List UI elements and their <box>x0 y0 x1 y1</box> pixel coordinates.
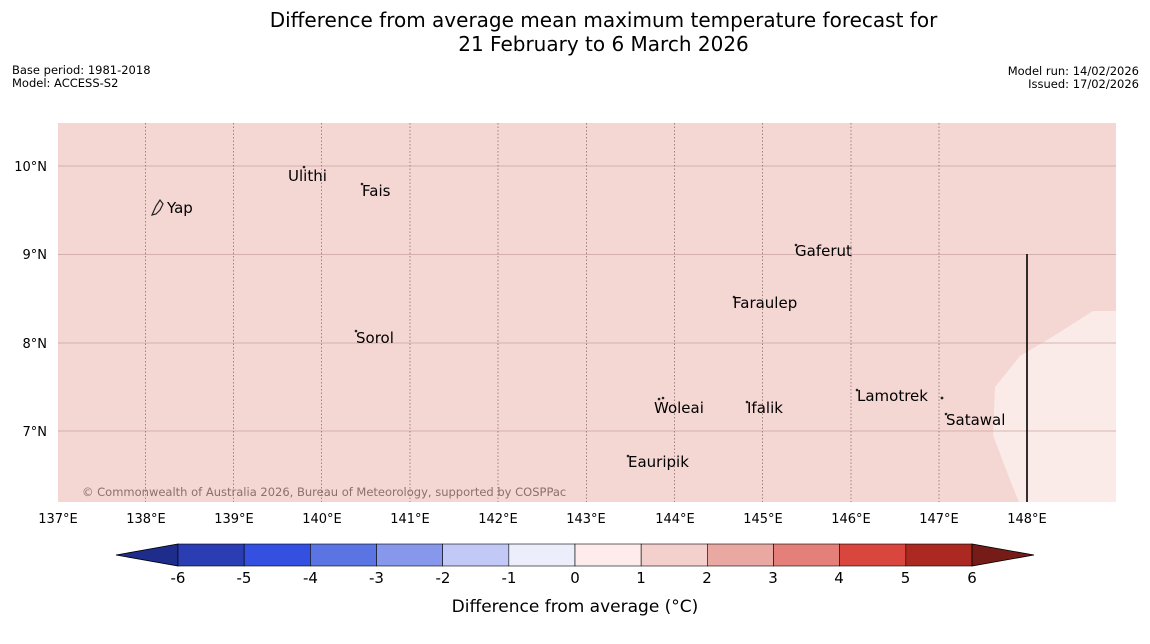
colorbar-tick: -6 <box>171 569 186 587</box>
copyright-notice: © Commonwealth of Australia 2026, Bureau… <box>82 485 566 499</box>
lon-label: 137°E <box>38 512 78 527</box>
island-markers <box>150 165 948 458</box>
lat-label: 8°N <box>23 337 48 352</box>
place-label-fais: Fais <box>362 182 391 200</box>
colorbar-tick: 4 <box>834 569 844 587</box>
colorbar-segment <box>310 543 377 567</box>
colorbar <box>115 543 1035 567</box>
lon-label: 146°E <box>831 512 871 527</box>
colorbar-tick: -3 <box>369 569 384 587</box>
place-label-lamotrek: Lamotrek <box>857 387 928 405</box>
model-name: Model: ACCESS-S2 <box>12 76 119 90</box>
place-label-gaferut: Gaferut <box>795 242 852 260</box>
lon-label: 145°E <box>743 512 783 527</box>
lower-anomaly-region <box>993 311 1116 502</box>
colorbar-segment <box>707 543 774 567</box>
colorbar-segment <box>574 543 642 567</box>
place-labels: Ulithi Fais Yap Gaferut Faraulep Sorol L… <box>166 167 1005 471</box>
colorbar-segment <box>376 543 443 567</box>
lon-label: 138°E <box>126 512 166 527</box>
issued-date: Issued: 17/02/2026 <box>1028 77 1139 91</box>
colorbar-segment <box>442 543 510 567</box>
place-label-ifalik: Ifalik <box>747 399 783 417</box>
place-label-yap: Yap <box>166 199 193 217</box>
lon-label: 139°E <box>214 512 254 527</box>
place-label-sorol: Sorol <box>356 329 394 347</box>
place-label-eauripik: Eauripik <box>628 453 689 471</box>
place-label-satawal: Satawal <box>946 411 1005 429</box>
lon-label: 142°E <box>478 512 518 527</box>
colorbar-extend-high <box>971 543 1035 567</box>
colorbar-tick: 6 <box>967 569 977 587</box>
colorbar-segment <box>905 543 973 567</box>
lon-label: 148°E <box>1007 512 1047 527</box>
title-line-1: Difference from average mean maximum tem… <box>269 8 938 32</box>
yap-island-shape <box>150 198 164 216</box>
colorbar-segment <box>773 543 840 567</box>
lon-axis-labels: 137°E 138°E 139°E 140°E 141°E 142°E 143°… <box>38 512 1047 527</box>
colorbar-segment <box>177 543 245 567</box>
colorbar-segment <box>839 543 907 567</box>
colorbar-tick: -5 <box>237 569 252 587</box>
model-run: Model run: 14/02/2026 <box>1007 64 1139 78</box>
lat-axis-labels: 10°N 9°N 8°N 7°N <box>14 160 47 440</box>
colorbar-tick: 0 <box>570 569 580 587</box>
lat-label: 7°N <box>23 425 48 440</box>
meta-right: Model run: 14/02/2026 Issued: 17/02/2026 <box>1008 65 1139 91</box>
lon-label: 147°E <box>919 512 959 527</box>
colorbar-tick-labels: -6 -5 -4 -3 -2 -1 0 1 2 3 4 5 6 <box>171 569 977 587</box>
colorbar-segment <box>243 543 311 567</box>
lat-label: 9°N <box>23 248 48 263</box>
lat-label: 10°N <box>14 160 47 175</box>
colorbar-segment <box>508 543 576 567</box>
place-label-woleai: Woleai <box>654 399 704 417</box>
colorbar-extend-low <box>115 543 179 567</box>
map-area <box>58 123 1116 502</box>
lon-label: 140°E <box>302 512 342 527</box>
colorbar-tick: -4 <box>303 569 318 587</box>
meta-left: Base period: 1981-2018 Model: ACCESS-S2 <box>12 64 151 90</box>
lat-gridlines <box>58 165 1116 432</box>
lon-label: 141°E <box>390 512 430 527</box>
colorbar-tick: -1 <box>502 569 517 587</box>
colorbar-tick: 1 <box>636 569 646 587</box>
colorbar-tick: 3 <box>768 569 778 587</box>
colorbar-tick: -2 <box>436 569 451 587</box>
title-line-2: 21 February to 6 March 2026 <box>458 32 749 56</box>
colorbar-tick: 5 <box>901 569 911 587</box>
colorbar-tick: 2 <box>702 569 712 587</box>
base-period: Base period: 1981-2018 <box>12 63 151 77</box>
lon-gridlines <box>145 123 940 502</box>
colorbar-label: Difference from average (°C) <box>452 597 699 617</box>
place-label-ulithi: Ulithi <box>288 167 327 185</box>
place-label-faraulep: Faraulep <box>733 294 797 312</box>
colorbar-segment <box>640 543 708 567</box>
map-title: Difference from average mean maximum tem… <box>0 8 1150 56</box>
lon-label: 143°E <box>566 512 606 527</box>
lon-label: 144°E <box>655 512 695 527</box>
